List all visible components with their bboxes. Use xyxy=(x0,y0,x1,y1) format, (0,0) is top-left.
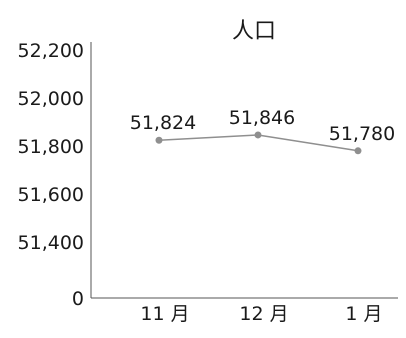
y-tick-label: 52,000 xyxy=(18,88,84,110)
y-tick-label: 51,800 xyxy=(18,136,84,158)
x-tick-label: 12 月 xyxy=(239,303,288,325)
data-label: 51,780 xyxy=(329,123,395,145)
data-labels-layer: 51,824 51,846 51,780 xyxy=(130,107,395,145)
y-tick-label: 52,200 xyxy=(18,40,84,62)
y-axis-ticks: 0 51,400 51,600 51,800 52,000 52,200 xyxy=(18,40,84,310)
x-tick-label: 1 月 xyxy=(345,303,382,325)
data-point xyxy=(254,131,262,139)
data-label: 51,824 xyxy=(130,112,196,134)
x-axis-ticks: 11 月 12 月 1 月 xyxy=(140,303,382,325)
y-tick-label: 51,600 xyxy=(18,184,84,206)
y-tick-label: 51,400 xyxy=(18,232,84,254)
data-point xyxy=(354,147,362,155)
y-tick-label: 0 xyxy=(72,288,84,310)
series-layer xyxy=(155,131,362,155)
x-tick-label: 11 月 xyxy=(140,303,189,325)
data-label: 51,846 xyxy=(229,107,295,129)
data-point xyxy=(155,136,163,144)
chart-title: 人口 xyxy=(232,19,276,44)
